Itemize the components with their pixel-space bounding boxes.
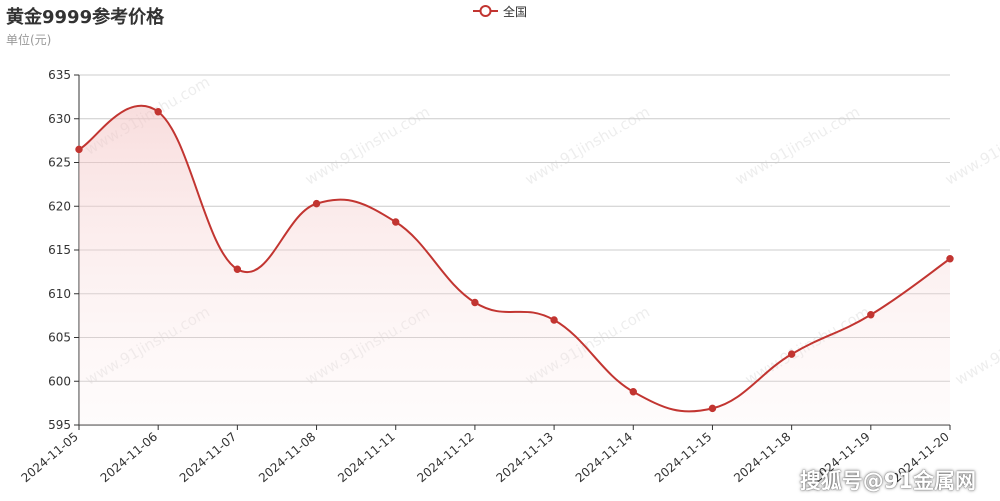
watermark-tile: www.91jinshu.com <box>942 103 1000 189</box>
data-point <box>392 218 400 226</box>
series-area <box>79 105 950 425</box>
chart-title: 黄金9999参考价格 <box>6 7 165 28</box>
y-tick-label: 595 <box>48 418 71 432</box>
y-tick-label: 630 <box>48 112 71 126</box>
y-tick-label: 625 <box>48 156 71 170</box>
y-tick-label: 600 <box>48 374 71 388</box>
data-point <box>154 108 162 116</box>
data-point <box>867 311 875 319</box>
data-point <box>787 350 796 358</box>
data-point <box>312 199 321 208</box>
x-tick-label: 2024-11-07 <box>177 430 239 486</box>
chart-subtitle: 单位(元) <box>6 33 52 47</box>
watermark-tile: www.91jinshu.com <box>302 103 433 189</box>
x-tick-label: 2024-11-18 <box>731 430 793 486</box>
watermark-tile: www.91jinshu.com <box>522 103 653 189</box>
y-tick-label: 615 <box>48 243 71 257</box>
data-point <box>946 255 954 263</box>
x-tick-label: 2024-11-14 <box>573 430 635 486</box>
data-point <box>471 298 479 307</box>
x-tick-label: 2024-11-15 <box>652 430 714 486</box>
data-point <box>708 404 717 413</box>
x-tick-label: 2024-11-05 <box>18 430 80 486</box>
legend-line-icon <box>473 5 498 17</box>
x-tick-label: 2024-11-06 <box>98 430 160 486</box>
watermark-tile: www.91jinshu.com <box>732 103 863 189</box>
x-tick-label: 2024-11-12 <box>414 430 476 486</box>
data-point <box>550 316 558 324</box>
x-tick-label: 2024-11-08 <box>256 430 318 486</box>
data-point <box>233 265 242 273</box>
y-tick-label: 605 <box>48 331 71 345</box>
legend[interactable]: 全国 <box>473 2 527 20</box>
legend-label: 全国 <box>503 4 528 19</box>
y-tick-label: 635 <box>48 68 71 82</box>
y-tick-label: 610 <box>48 287 71 301</box>
y-tick-label: 620 <box>48 199 71 213</box>
data-point <box>75 145 83 154</box>
x-tick-label: 2024-11-13 <box>494 430 556 486</box>
watermark-tile: www.91jinshu.com <box>952 303 1000 389</box>
watermark-corner: 搜狐号@91金属网 <box>799 469 976 493</box>
data-point <box>629 388 637 396</box>
x-tick-label: 2024-11-11 <box>335 430 397 486</box>
